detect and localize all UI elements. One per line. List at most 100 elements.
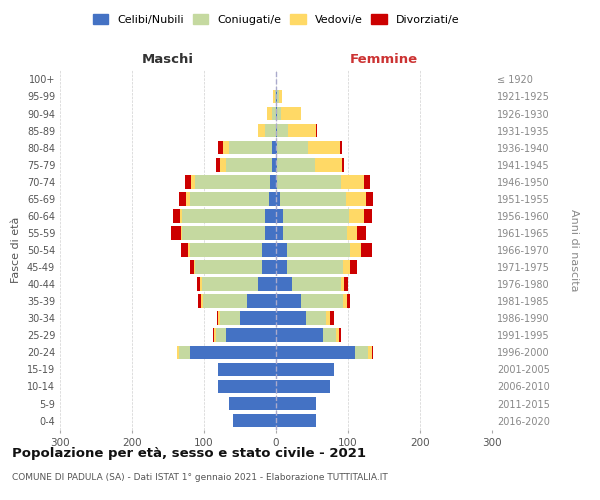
Bar xyxy=(179,192,276,205)
Bar xyxy=(273,90,276,104)
Bar xyxy=(276,414,316,428)
Bar xyxy=(265,209,276,222)
Bar xyxy=(218,141,276,154)
Bar xyxy=(276,312,334,325)
Bar xyxy=(182,226,276,240)
Bar xyxy=(276,414,316,428)
Bar xyxy=(276,106,301,120)
Bar xyxy=(276,192,366,205)
Bar xyxy=(276,346,368,359)
Bar xyxy=(276,226,283,240)
Bar xyxy=(276,124,317,138)
Bar xyxy=(276,380,330,394)
Text: Femmine: Femmine xyxy=(350,52,418,66)
Bar xyxy=(276,209,283,222)
Bar xyxy=(276,90,283,104)
Bar xyxy=(276,396,316,410)
Bar xyxy=(276,141,340,154)
Y-axis label: Fasce di età: Fasce di età xyxy=(11,217,21,283)
Bar xyxy=(276,175,364,188)
Bar xyxy=(203,294,276,308)
Bar xyxy=(276,260,287,274)
Bar xyxy=(220,158,276,172)
Bar xyxy=(190,260,276,274)
Bar xyxy=(269,192,276,205)
Bar xyxy=(276,312,330,325)
Bar xyxy=(218,362,276,376)
Bar xyxy=(218,362,276,376)
Bar xyxy=(229,396,276,410)
Bar xyxy=(272,106,276,120)
Bar xyxy=(218,380,276,394)
Bar xyxy=(276,294,343,308)
Bar xyxy=(217,312,276,325)
Bar xyxy=(276,328,341,342)
Bar xyxy=(223,141,276,154)
Text: Popolazione per età, sesso e stato civile - 2021: Popolazione per età, sesso e stato civil… xyxy=(12,448,366,460)
Bar xyxy=(233,414,276,428)
Bar xyxy=(191,175,276,188)
Bar xyxy=(262,260,276,274)
Bar xyxy=(276,260,350,274)
Bar xyxy=(276,278,344,291)
Bar xyxy=(229,141,276,154)
Bar xyxy=(258,124,276,138)
Bar xyxy=(276,260,343,274)
Bar xyxy=(273,90,276,104)
Bar xyxy=(214,328,276,342)
Bar xyxy=(178,346,276,359)
Bar xyxy=(276,124,316,138)
Bar xyxy=(276,158,344,172)
Bar xyxy=(276,209,349,222)
Bar xyxy=(272,141,276,154)
Bar xyxy=(276,141,341,154)
Bar xyxy=(188,243,276,257)
Bar xyxy=(276,124,288,138)
Bar xyxy=(200,278,276,291)
Bar xyxy=(276,209,373,222)
Bar xyxy=(265,124,276,138)
Bar xyxy=(276,396,316,410)
Bar xyxy=(194,175,276,188)
Bar xyxy=(218,380,276,394)
Bar xyxy=(276,362,334,376)
Bar xyxy=(276,328,323,342)
Bar xyxy=(276,243,287,257)
Bar xyxy=(178,346,276,359)
Bar xyxy=(276,328,340,342)
Bar xyxy=(276,141,277,154)
Bar xyxy=(265,226,276,240)
Bar xyxy=(276,226,358,240)
Bar xyxy=(276,192,346,205)
Bar xyxy=(262,243,276,257)
Bar xyxy=(276,158,342,172)
Bar xyxy=(181,243,276,257)
Bar xyxy=(233,414,276,428)
Bar xyxy=(276,90,279,104)
Bar xyxy=(276,90,277,104)
Bar xyxy=(276,294,350,308)
Bar xyxy=(276,243,372,257)
Bar xyxy=(276,294,347,308)
Bar xyxy=(276,396,316,410)
Bar xyxy=(202,278,276,291)
Bar xyxy=(171,226,276,240)
Bar xyxy=(226,158,276,172)
Legend: Celibi/Nubili, Coniugati/e, Vedovi/e, Divorziati/e: Celibi/Nubili, Coniugati/e, Vedovi/e, Di… xyxy=(93,14,459,25)
Bar xyxy=(276,243,361,257)
Bar xyxy=(272,158,276,172)
Bar xyxy=(266,106,276,120)
Bar xyxy=(276,396,316,410)
Bar xyxy=(258,124,276,138)
Bar xyxy=(218,362,276,376)
Bar xyxy=(276,226,366,240)
Bar xyxy=(276,175,370,188)
Bar xyxy=(270,175,276,188)
Bar xyxy=(276,106,277,120)
Bar xyxy=(276,362,334,376)
Bar xyxy=(216,158,276,172)
Bar xyxy=(276,312,306,325)
Bar xyxy=(276,328,336,342)
Bar xyxy=(220,312,276,325)
Bar xyxy=(173,209,276,222)
